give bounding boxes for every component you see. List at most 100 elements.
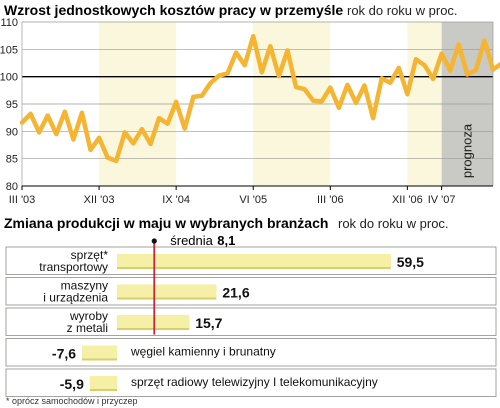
data-point <box>440 52 444 56</box>
data-point <box>28 112 33 116</box>
data-point <box>328 86 332 90</box>
data-point <box>88 148 93 152</box>
line-chart-subtitle: rok do roku w proc. <box>347 3 458 18</box>
bar-value-label: 59,5 <box>397 254 424 270</box>
data-point <box>345 83 350 87</box>
category-label: węgiel kamienny i brunatny <box>130 345 276 359</box>
bar-chart-subtitle: rok do roku w proc. <box>338 216 449 231</box>
x-tick-label: III '03 <box>9 194 36 206</box>
data-point <box>311 99 315 103</box>
data-point <box>148 142 153 146</box>
bar <box>82 345 117 359</box>
data-point <box>165 122 170 126</box>
data-point <box>405 92 409 96</box>
data-point <box>482 38 487 43</box>
data-point <box>303 87 307 91</box>
category-label: transportowy <box>39 260 108 274</box>
data-point <box>422 63 427 67</box>
y-tick-label: 90 <box>6 126 18 138</box>
line-chart-x-axis: III '03 XII '03 IX '04 VI '05 III '06 XII '06… <box>9 186 456 206</box>
x-tick-label: III '06 <box>317 194 344 206</box>
data-point <box>208 81 212 85</box>
bar-row: -5,9 sprzęt radiowy telewizyjny I telekom… <box>5 368 497 397</box>
data-point <box>277 74 281 78</box>
line-chart-y-axis: 80 85 90 95 100 105 110 <box>0 17 18 193</box>
data-point <box>114 159 118 163</box>
bar-value-label: -5,9 <box>60 376 84 392</box>
x-tick-label: XII '03 <box>84 194 115 206</box>
bar-row: 59,5 sprzęt*transportowy <box>5 246 497 275</box>
y-tick-label: 95 <box>6 99 18 111</box>
data-point <box>97 136 101 140</box>
data-line <box>19 33 500 164</box>
bar-value-label: -7,6 <box>52 346 76 362</box>
data-point <box>260 70 264 74</box>
bar-value-label: 21,6 <box>222 285 249 301</box>
data-point <box>388 81 392 85</box>
bar-row: -7,6 węgiel kamienny i brunatny <box>5 338 497 367</box>
data-point <box>337 106 341 110</box>
data-point <box>380 76 384 80</box>
data-point <box>20 120 24 125</box>
data-point <box>371 116 375 120</box>
x-tick-label: IX '04 <box>162 194 190 206</box>
average-reference: średnia 8,1 <box>151 233 235 335</box>
data-point <box>183 127 187 131</box>
bar <box>117 284 217 298</box>
data-point <box>80 111 84 115</box>
data-point <box>362 83 367 88</box>
data-point <box>294 85 298 89</box>
data-point <box>217 73 221 78</box>
data-point <box>457 42 461 47</box>
data-point <box>106 155 110 160</box>
category-label: i urządzenia <box>43 291 108 305</box>
bar <box>89 376 117 389</box>
data-point <box>243 63 247 67</box>
data-point <box>431 77 435 81</box>
data-point <box>234 51 238 55</box>
data-point <box>474 68 478 72</box>
row-frame <box>5 368 497 397</box>
category-label: wyroby <box>69 309 108 323</box>
bar-value-label: 15,7 <box>195 315 222 331</box>
y-tick-label: 85 <box>6 154 18 166</box>
line-chart: 80 85 90 95 100 105 110 III '03 XII '03 IX '04 VI… <box>0 17 500 206</box>
average-value: 8,1 <box>217 233 235 248</box>
data-point <box>123 130 127 135</box>
x-tick-label: VI '05 <box>239 194 267 206</box>
data-point <box>285 48 290 53</box>
category-label: z metali <box>67 321 108 335</box>
data-point <box>491 67 495 72</box>
bar-chart-title: Zmiana produkcji w maju w wybranych bran… <box>4 215 328 231</box>
line-chart-series <box>19 33 500 164</box>
bar <box>117 254 391 267</box>
y-tick-label: 110 <box>0 17 18 29</box>
row-frame <box>5 307 497 336</box>
data-point <box>354 101 358 105</box>
row-frame <box>5 277 497 306</box>
y-tick-label: 80 <box>6 181 18 193</box>
data-point <box>131 141 135 145</box>
line-chart-title: Wzrost jednostkowych kosztów pracy w prz… <box>4 2 343 18</box>
data-point <box>251 34 255 38</box>
x-tick-label: IV '07 <box>428 194 456 206</box>
data-point <box>268 44 272 48</box>
forecast-label: prognoza <box>459 123 474 178</box>
data-point <box>37 130 41 135</box>
y-tick-label: 100 <box>0 72 18 84</box>
data-point <box>225 71 230 75</box>
data-point <box>63 110 67 114</box>
category-label: sprzęt radiowy telewizyjny I telekomunik… <box>131 375 378 389</box>
y-tick-label: 105 <box>0 44 18 56</box>
data-point <box>174 100 178 104</box>
data-point <box>465 72 469 77</box>
data-point <box>320 99 324 103</box>
category-label: maszyny <box>61 279 108 293</box>
bar <box>117 315 190 328</box>
category-label: sprzęt* <box>71 248 109 262</box>
data-point <box>46 113 50 118</box>
